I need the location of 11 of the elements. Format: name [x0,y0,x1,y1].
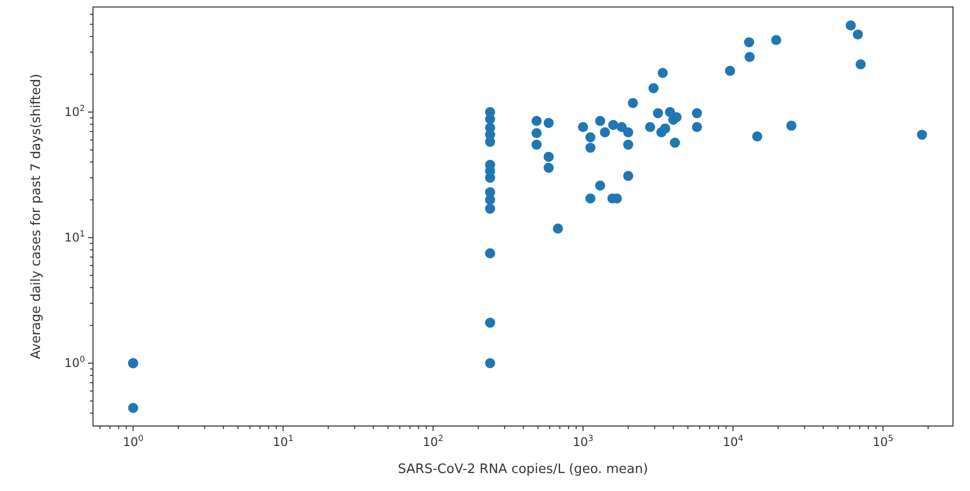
y-tick-label: 10$^{0}$ [64,354,85,370]
x-tick-label: 10$^{5}$ [872,433,894,449]
y-tick-label: 10$^{2}$ [64,103,85,120]
y-tick-label: 10$^{1}$ [64,228,85,245]
x-tick-label: 10$^{2}$ [422,433,444,449]
x-tick-label: 10$^{1}$ [272,433,294,449]
y-axis-title: Average daily cases for past 7 days(shifted) [29,74,44,360]
x-tick-label: 10$^{4}$ [722,433,744,449]
x-tick-label: 10$^{0}$ [122,433,144,449]
x-axis-title: SARS-CoV-2 RNA copies/L (geo. mean) [398,462,648,477]
x-tick-label: 10$^{3}$ [572,433,594,449]
